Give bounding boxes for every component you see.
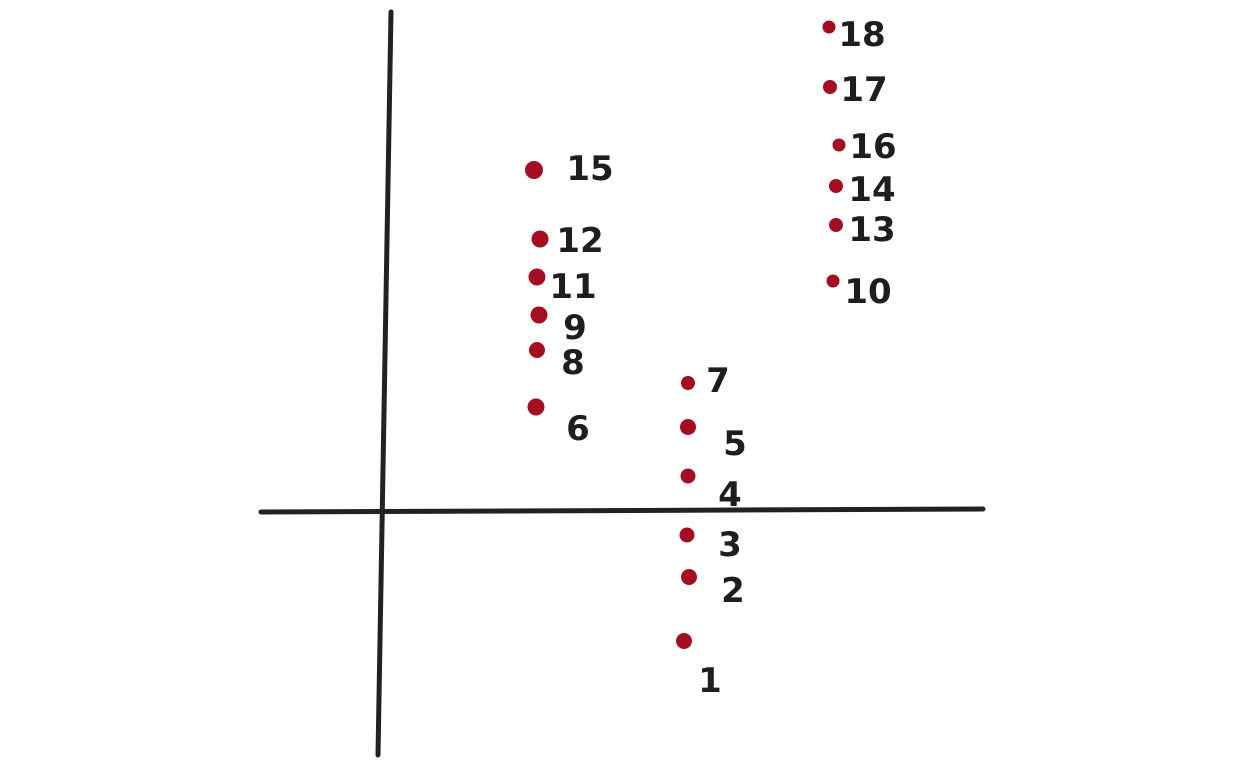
point-label: 15	[566, 149, 613, 189]
point-dot	[530, 306, 548, 324]
point-2: 2	[681, 569, 745, 611]
point-dot	[829, 218, 843, 232]
point-label: 1	[698, 661, 722, 701]
point-dot	[681, 569, 697, 585]
point-dot	[826, 274, 840, 288]
point-label: 7	[706, 361, 730, 401]
point-17: 17	[823, 70, 888, 110]
point-label: 18	[838, 15, 885, 55]
point-12: 12	[531, 221, 604, 261]
point-dot	[680, 468, 696, 484]
point-label: 16	[849, 127, 896, 167]
point-4: 4	[680, 468, 742, 515]
x-axis	[258, 506, 986, 515]
point-label: 17	[840, 70, 887, 110]
point-dot	[681, 376, 695, 390]
point-1: 1	[676, 633, 722, 701]
point-label: 8	[561, 343, 585, 383]
point-dot	[531, 230, 549, 248]
point-label: 10	[844, 272, 891, 312]
y-axis	[375, 9, 394, 758]
point-dot	[829, 179, 843, 193]
point-dot	[528, 268, 546, 286]
point-label: 9	[563, 308, 587, 348]
point-6: 6	[527, 398, 590, 449]
point-dot	[525, 161, 543, 179]
point-7: 7	[681, 361, 730, 401]
point-dot	[832, 138, 846, 152]
point-dot	[527, 398, 545, 416]
point-label: 3	[718, 525, 742, 565]
point-dot	[676, 633, 692, 649]
point-dot	[680, 419, 696, 435]
point-label: 5	[723, 424, 747, 464]
point-5: 5	[680, 419, 747, 464]
point-label: 4	[718, 475, 742, 515]
point-18: 18	[822, 15, 886, 55]
point-3: 3	[679, 525, 742, 565]
point-dot	[822, 20, 836, 34]
point-label: 6	[566, 409, 590, 449]
point-label: 13	[848, 210, 895, 250]
point-8: 8	[529, 342, 585, 383]
point-15: 15	[525, 149, 614, 189]
point-9: 9	[530, 306, 587, 348]
point-dot	[823, 80, 837, 94]
point-dot	[679, 527, 695, 543]
point-dot	[529, 342, 545, 358]
point-14: 14	[829, 170, 896, 210]
point-16: 16	[832, 127, 897, 167]
point-label: 11	[549, 267, 596, 307]
point-label: 14	[848, 170, 895, 210]
point-label: 12	[556, 221, 603, 261]
point-11: 11	[528, 267, 597, 307]
point-10: 10	[826, 272, 892, 312]
point-label: 2	[721, 571, 745, 611]
point-13: 13	[829, 210, 896, 250]
